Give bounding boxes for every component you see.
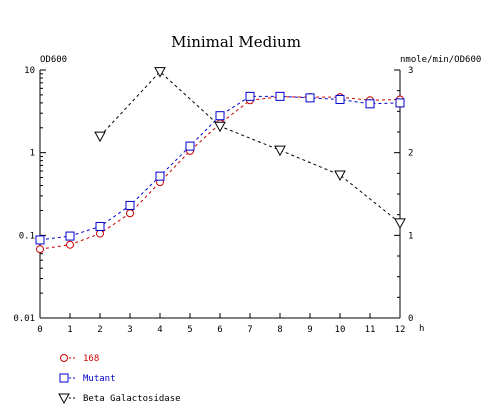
data-point — [305, 93, 315, 103]
x-tick-label: 3 — [127, 325, 132, 335]
data-point — [335, 94, 345, 104]
x-tick-label: 6 — [217, 325, 222, 335]
axes — [39, 69, 401, 319]
data-point — [215, 111, 225, 121]
data-point — [245, 91, 255, 101]
y-right-tick-label: 0 — [408, 314, 413, 324]
x-tick-label: 12 — [395, 325, 406, 335]
data-point — [394, 218, 406, 229]
data-point — [275, 91, 285, 101]
y-left-tick-label: 10 — [24, 66, 35, 76]
y-right-tick-label: 2 — [408, 149, 413, 159]
x-tick-label: 10 — [335, 325, 346, 335]
data-point — [334, 170, 346, 182]
x-tick-label: 4 — [157, 325, 162, 335]
legend-item: 168 — [60, 354, 99, 364]
data-point — [94, 131, 106, 143]
data-point — [95, 221, 105, 231]
y-left-tick-label: 0.01 — [13, 314, 35, 324]
data-point — [66, 240, 74, 249]
series-2 — [94, 67, 406, 229]
x-tick-label: 5 — [187, 325, 192, 335]
data-point — [154, 67, 166, 78]
data-point — [35, 235, 45, 245]
x-tick-label: 9 — [307, 325, 312, 335]
data-point — [126, 209, 134, 218]
data-point — [155, 171, 165, 181]
y-right-tick-label: 1 — [408, 231, 413, 241]
x-tick-label: 0 — [37, 325, 42, 335]
data-point — [125, 200, 135, 210]
x-axis-label: h — [419, 324, 424, 334]
data-point — [185, 141, 195, 151]
legend-marker — [58, 393, 70, 405]
data-point — [36, 245, 44, 254]
x-tick-label: 1 — [67, 325, 72, 335]
legend-label: 168 — [83, 354, 99, 364]
data-point — [96, 229, 104, 238]
y-left-axis-label: OD600 — [40, 55, 67, 65]
data-point — [274, 145, 286, 157]
legend: 168 Mutant Beta Galactosidase — [58, 354, 181, 405]
legend-marker — [59, 373, 69, 383]
series-line — [99, 70, 401, 224]
x-tick-label: 7 — [247, 325, 252, 335]
series-layer — [35, 67, 406, 254]
legend-label: Beta Galactosidase — [83, 394, 181, 404]
data-point — [214, 121, 226, 133]
legend-item: Mutant — [59, 373, 116, 384]
data-point — [395, 98, 405, 108]
y-left-tick-label: 1 — [30, 149, 35, 159]
legend-label: Mutant — [83, 374, 116, 384]
y-right-tick-label: 3 — [408, 66, 413, 76]
legend-item: Beta Galactosidase — [58, 393, 181, 405]
x-tick-label: 8 — [277, 325, 282, 335]
x-tick-label: 2 — [97, 325, 102, 335]
data-point — [65, 231, 75, 241]
x-tick-label: 11 — [365, 325, 376, 335]
chart-title: Minimal Medium — [171, 33, 301, 51]
y-left-tick-label: 0.1 — [19, 231, 35, 241]
legend-marker — [60, 354, 68, 362]
series-1 — [35, 91, 405, 245]
data-point — [365, 99, 375, 109]
y-right-axis-label: nmole/min/OD600 — [400, 55, 481, 65]
